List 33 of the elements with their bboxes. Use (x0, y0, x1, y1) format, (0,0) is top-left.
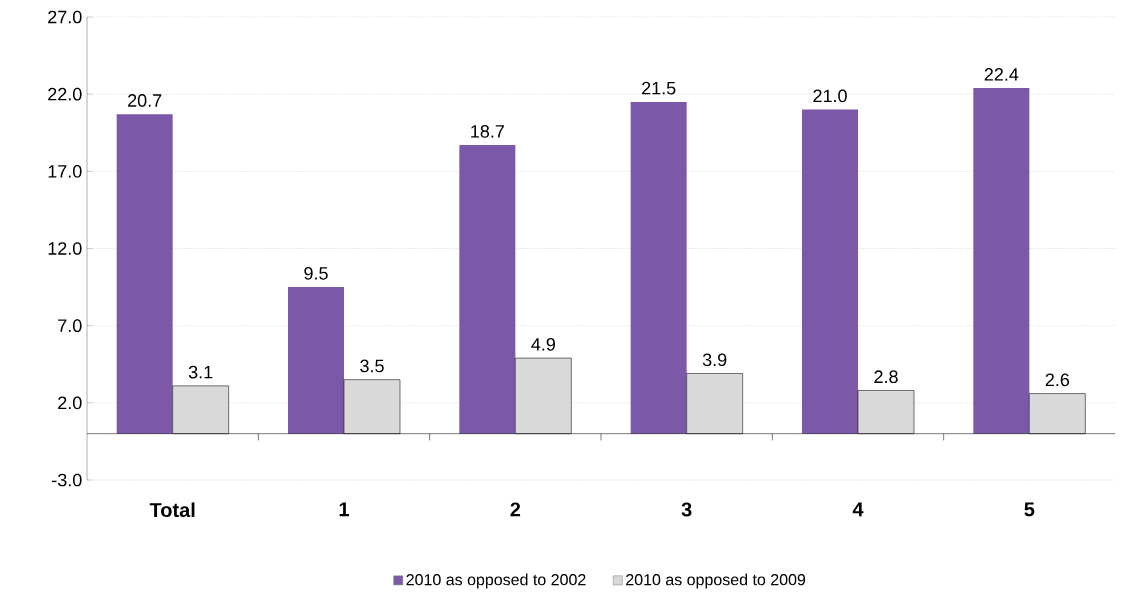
y-tick-label: 27.0 (48, 10, 82, 24)
data-label: 20.7 (128, 94, 162, 107)
legend-label: 2010 as opposed to 2009 (626, 573, 806, 589)
x-tick-label: Total (149, 502, 195, 518)
data-label: 9.5 (304, 266, 328, 280)
data-label: 3.9 (702, 353, 727, 367)
x-tick-label: 3 (681, 502, 692, 517)
y-tick-label: -3.0 (52, 473, 82, 487)
bar (459, 145, 516, 434)
bar (116, 114, 173, 434)
bar (973, 88, 1030, 434)
y-tick-label: 22.0 (48, 87, 82, 101)
y-tick-label: 7.0 (58, 319, 82, 333)
y-tick-label: 12.0 (48, 242, 82, 255)
data-label: 21.5 (642, 81, 676, 95)
data-label: 3.5 (360, 359, 384, 373)
x-tick-label: 2 (510, 502, 521, 517)
data-label: 2.8 (874, 370, 898, 384)
y-tick-label: 17.0 (48, 164, 82, 178)
data-label: 22.4 (984, 68, 1019, 81)
data-label: 21.0 (813, 89, 847, 103)
bar (288, 287, 344, 434)
data-label: 2.6 (1045, 373, 1070, 387)
data-label: 18.7 (471, 124, 504, 138)
bar (802, 109, 858, 434)
data-label: 3.1 (188, 365, 213, 379)
x-tick-label: 1 (339, 502, 349, 517)
data-label: 4.9 (531, 337, 555, 351)
x-tick-label: 4 (852, 502, 864, 517)
x-tick-label: 5 (1024, 502, 1035, 517)
y-tick-label: 2.0 (58, 396, 82, 410)
bar (630, 101, 687, 434)
legend-label: 2010 as opposed to 2002 (406, 573, 586, 589)
